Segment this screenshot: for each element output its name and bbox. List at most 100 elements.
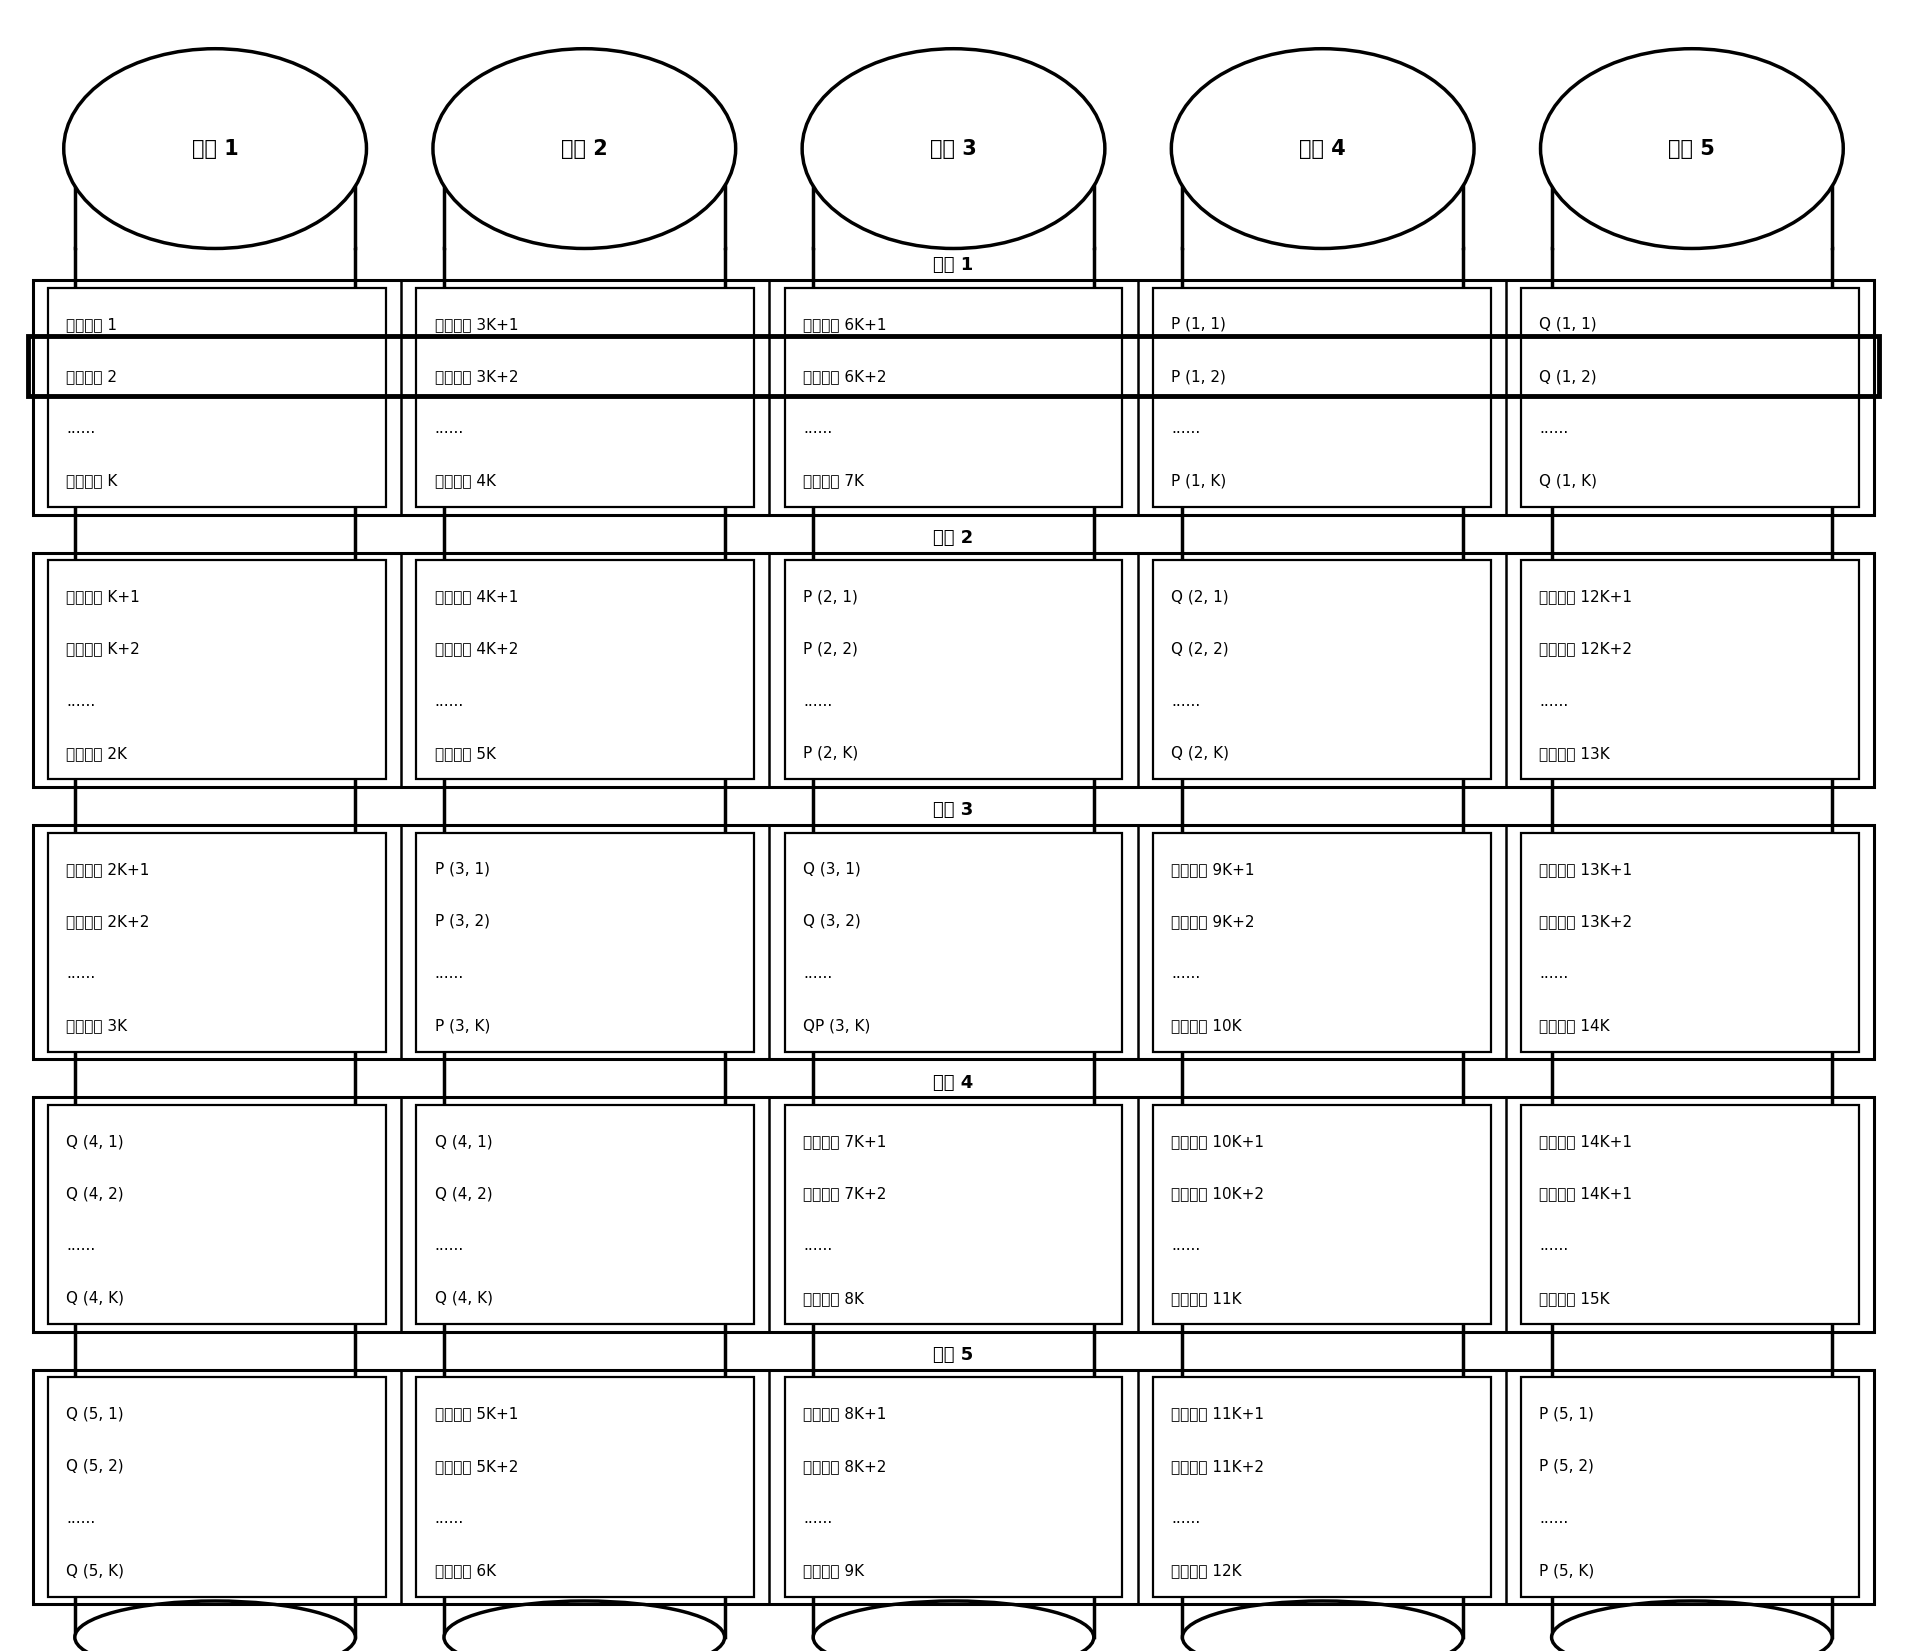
Bar xyxy=(784,1105,1123,1324)
Text: 磁盘 2: 磁盘 2 xyxy=(561,139,608,158)
Text: ......: ...... xyxy=(803,966,831,981)
Text: 数据子块 7K+2: 数据子块 7K+2 xyxy=(803,1187,887,1202)
Text: Q (4, 2): Q (4, 2) xyxy=(67,1187,124,1202)
Text: QP (3, K): QP (3, K) xyxy=(803,1019,870,1034)
Bar xyxy=(416,1377,753,1597)
Ellipse shape xyxy=(812,139,1095,178)
Ellipse shape xyxy=(74,1601,355,1651)
Text: Q (1, 1): Q (1, 1) xyxy=(1539,317,1596,332)
Bar xyxy=(1154,560,1491,779)
Bar xyxy=(48,1105,385,1324)
Text: Q (5, 2): Q (5, 2) xyxy=(67,1459,124,1474)
Text: ......: ...... xyxy=(435,693,463,708)
Text: 数据子块 K: 数据子块 K xyxy=(67,474,118,489)
Text: P (3, K): P (3, K) xyxy=(435,1019,490,1034)
Ellipse shape xyxy=(1182,139,1463,178)
Text: Q (2, 1): Q (2, 1) xyxy=(1171,589,1228,604)
Ellipse shape xyxy=(63,50,366,249)
Text: 数据子块 4K: 数据子块 4K xyxy=(435,474,496,489)
Text: 数据子块 6K: 数据子块 6K xyxy=(435,1563,496,1578)
Text: ......: ...... xyxy=(1539,966,1569,981)
Text: ......: ...... xyxy=(1539,1238,1569,1253)
Text: P (1, 1): P (1, 1) xyxy=(1171,317,1226,332)
Text: 数据子块 13K+1: 数据子块 13K+1 xyxy=(1539,862,1632,877)
Text: Q (1, K): Q (1, K) xyxy=(1539,474,1598,489)
Ellipse shape xyxy=(803,50,1104,249)
Text: P (1, 2): P (1, 2) xyxy=(1171,370,1226,385)
Text: P (3, 2): P (3, 2) xyxy=(435,915,490,930)
Bar xyxy=(1154,832,1491,1052)
Text: 数据子块 2: 数据子块 2 xyxy=(67,370,118,385)
Text: 条带 3: 条带 3 xyxy=(933,801,974,819)
Text: 数据子块 9K: 数据子块 9K xyxy=(803,1563,864,1578)
Text: 数据子块 13K+2: 数据子块 13K+2 xyxy=(1539,915,1632,930)
Text: ......: ...... xyxy=(67,1238,95,1253)
Ellipse shape xyxy=(1541,50,1844,249)
Text: Q (2, 2): Q (2, 2) xyxy=(1171,642,1228,657)
Text: ......: ...... xyxy=(1171,966,1200,981)
Text: P (3, 1): P (3, 1) xyxy=(435,862,490,877)
Ellipse shape xyxy=(812,1601,1095,1651)
Text: ......: ...... xyxy=(67,1511,95,1526)
Bar xyxy=(48,1377,385,1597)
Ellipse shape xyxy=(1171,50,1474,249)
Text: P (5, K): P (5, K) xyxy=(1539,1563,1594,1578)
Bar xyxy=(416,287,753,507)
Bar xyxy=(416,560,753,779)
Text: 数据子块 K+1: 数据子块 K+1 xyxy=(67,589,139,604)
Ellipse shape xyxy=(74,139,355,178)
Text: 数据子块 4K+1: 数据子块 4K+1 xyxy=(435,589,519,604)
Text: ......: ...... xyxy=(1539,693,1569,708)
Text: Q (4, K): Q (4, K) xyxy=(435,1291,492,1306)
Text: ......: ...... xyxy=(67,421,95,436)
Bar xyxy=(32,1098,1875,1332)
Text: P (5, 1): P (5, 1) xyxy=(1539,1407,1594,1422)
Text: Q (5, 1): Q (5, 1) xyxy=(67,1407,124,1422)
Text: ......: ...... xyxy=(1171,1511,1200,1526)
Ellipse shape xyxy=(444,139,725,178)
Text: 数据子块 2K: 数据子块 2K xyxy=(67,746,128,761)
Text: ......: ...... xyxy=(1171,693,1200,708)
Text: 数据子块 3K: 数据子块 3K xyxy=(67,1019,128,1034)
Text: ......: ...... xyxy=(803,1238,831,1253)
Text: 数据子块 7K+1: 数据子块 7K+1 xyxy=(803,1134,887,1149)
Text: Q (3, 2): Q (3, 2) xyxy=(803,915,860,930)
Bar xyxy=(1522,560,1859,779)
Text: 数据子块 11K+1: 数据子块 11K+1 xyxy=(1171,1407,1264,1422)
Text: 数据子块 9K+1: 数据子块 9K+1 xyxy=(1171,862,1255,877)
Bar xyxy=(27,337,1880,396)
Bar xyxy=(74,158,355,249)
Text: 磁盘 3: 磁盘 3 xyxy=(931,139,976,158)
Text: ......: ...... xyxy=(803,1511,831,1526)
Text: 磁盘 5: 磁盘 5 xyxy=(1669,139,1714,158)
Ellipse shape xyxy=(1552,1601,1833,1651)
Text: ......: ...... xyxy=(1171,421,1200,436)
Text: 数据子块 6K+2: 数据子块 6K+2 xyxy=(803,370,887,385)
Bar xyxy=(32,826,1875,1060)
Bar xyxy=(1522,1377,1859,1597)
Text: Q (4, K): Q (4, K) xyxy=(67,1291,124,1306)
Text: 数据子块 8K+1: 数据子块 8K+1 xyxy=(803,1407,887,1422)
Text: 数据子块 5K+2: 数据子块 5K+2 xyxy=(435,1459,519,1474)
Text: 数据子块 4K+2: 数据子块 4K+2 xyxy=(435,642,519,657)
Text: 数据子块 14K+1: 数据子块 14K+1 xyxy=(1539,1187,1632,1202)
Text: 数据子块 K+2: 数据子块 K+2 xyxy=(67,642,139,657)
Text: ......: ...... xyxy=(67,693,95,708)
Bar xyxy=(784,287,1123,507)
Text: 数据子块 1: 数据子块 1 xyxy=(67,317,118,332)
Bar xyxy=(1182,158,1463,249)
Text: 数据子块 9K+2: 数据子块 9K+2 xyxy=(1171,915,1255,930)
Text: 条带 2: 条带 2 xyxy=(933,528,974,546)
Text: 数据子块 12K+1: 数据子块 12K+1 xyxy=(1539,589,1632,604)
Text: ......: ...... xyxy=(1539,421,1569,436)
Bar xyxy=(416,832,753,1052)
Bar xyxy=(32,281,1875,515)
Bar xyxy=(1154,287,1491,507)
Text: 数据子块 6K+1: 数据子块 6K+1 xyxy=(803,317,887,332)
Bar xyxy=(1522,832,1859,1052)
Text: Q (4, 1): Q (4, 1) xyxy=(67,1134,124,1149)
Text: Q (2, K): Q (2, K) xyxy=(1171,746,1230,761)
Text: 数据子块 10K+2: 数据子块 10K+2 xyxy=(1171,1187,1264,1202)
Text: ......: ...... xyxy=(435,966,463,981)
Text: P (1, K): P (1, K) xyxy=(1171,474,1226,489)
